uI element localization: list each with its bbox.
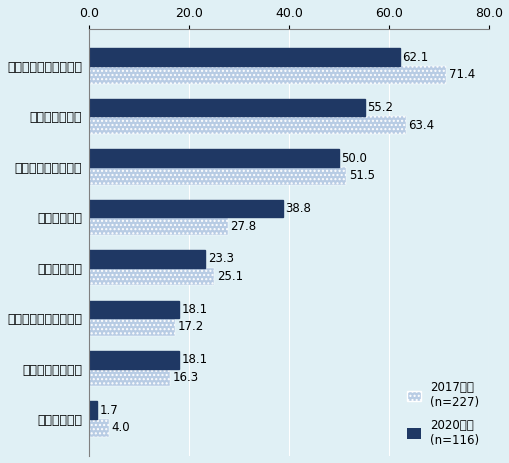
Bar bbox=[89, 318, 175, 336]
Bar bbox=[89, 200, 282, 217]
Bar bbox=[89, 167, 346, 185]
Text: 17.2: 17.2 bbox=[177, 320, 203, 333]
Text: 27.8: 27.8 bbox=[230, 219, 256, 232]
Text: 55.2: 55.2 bbox=[367, 101, 393, 114]
Text: 16.3: 16.3 bbox=[173, 371, 199, 384]
Text: 18.1: 18.1 bbox=[182, 303, 208, 316]
Text: 71.4: 71.4 bbox=[447, 69, 474, 81]
Text: 51.5: 51.5 bbox=[348, 169, 374, 182]
Bar bbox=[89, 66, 445, 84]
Bar bbox=[89, 300, 179, 318]
Bar bbox=[89, 117, 405, 134]
Text: 4.0: 4.0 bbox=[111, 421, 130, 434]
Bar bbox=[89, 149, 338, 167]
Bar bbox=[89, 419, 109, 437]
Bar bbox=[89, 217, 228, 235]
Bar bbox=[89, 49, 399, 66]
Bar bbox=[89, 351, 179, 369]
Bar bbox=[89, 250, 205, 268]
Bar bbox=[89, 369, 170, 386]
Text: 23.3: 23.3 bbox=[208, 252, 234, 265]
Text: 50.0: 50.0 bbox=[341, 151, 366, 164]
Text: 1.7: 1.7 bbox=[100, 404, 119, 417]
Text: 18.1: 18.1 bbox=[182, 353, 208, 366]
Text: 63.4: 63.4 bbox=[408, 119, 434, 132]
Bar bbox=[89, 401, 97, 419]
Bar bbox=[89, 268, 214, 285]
Text: 62.1: 62.1 bbox=[401, 51, 428, 64]
Bar bbox=[89, 99, 364, 117]
Text: 25.1: 25.1 bbox=[216, 270, 243, 283]
Text: 38.8: 38.8 bbox=[285, 202, 310, 215]
Legend: 2017年度
(n=227), 2020年度
(n=116): 2017年度 (n=227), 2020年度 (n=116) bbox=[403, 378, 482, 450]
